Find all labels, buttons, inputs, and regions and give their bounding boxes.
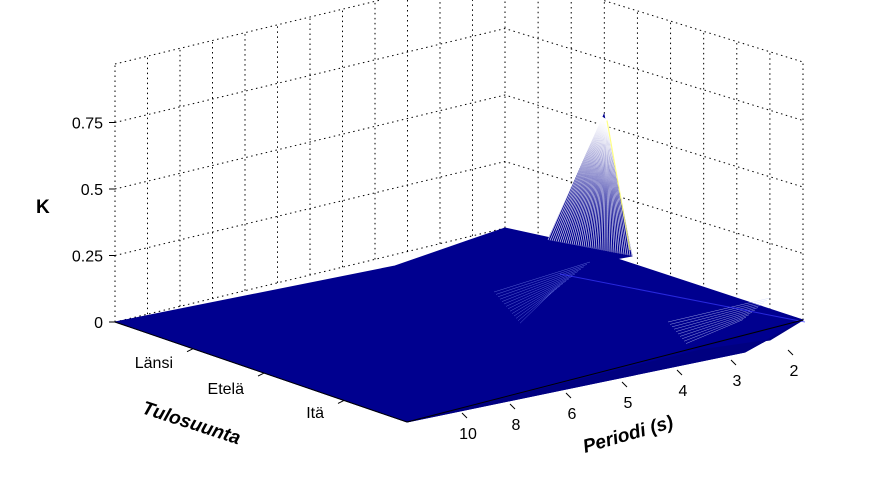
period-tick-label: 4 <box>679 383 688 400</box>
direction-tick-label: Länsi <box>135 355 173 372</box>
period-tick-mark <box>731 360 736 365</box>
grid-line <box>115 29 803 123</box>
period-tick-label: 6 <box>568 406 577 423</box>
period-axis-title: Periodi (s) <box>581 412 676 458</box>
period-tick-mark <box>510 404 515 409</box>
direction-tick-mark <box>258 373 264 376</box>
period-tick-label: 10 <box>459 426 477 443</box>
grid-line <box>115 95 803 189</box>
period-tick-label: 5 <box>624 395 633 412</box>
grid-line <box>115 162 803 256</box>
period-tick-label: 2 <box>790 363 799 380</box>
direction-tick-label: Itä <box>306 405 324 422</box>
z-tick-label: 0.25 <box>72 249 103 266</box>
direction-tick-label: Etelä <box>208 381 245 398</box>
period-tick-mark <box>566 393 571 398</box>
grid-line <box>115 0 803 64</box>
direction-axis-title: Tulosuunta <box>139 398 243 450</box>
period-tick-mark <box>788 350 793 355</box>
period-tick-mark <box>462 413 467 418</box>
z-axis-title: K <box>36 197 50 218</box>
period-tick-mark <box>622 382 627 387</box>
z-tick-label: 0 <box>94 315 103 332</box>
period-tick-mark <box>677 370 682 375</box>
direction-tick-mark <box>338 400 344 403</box>
z-tick-label: 0.75 <box>72 116 103 133</box>
period-tick-label: 8 <box>512 417 521 434</box>
direction-tick-mark <box>187 349 193 352</box>
z-tick-label: 0.5 <box>81 182 103 199</box>
period-tick-label: 3 <box>733 373 742 390</box>
